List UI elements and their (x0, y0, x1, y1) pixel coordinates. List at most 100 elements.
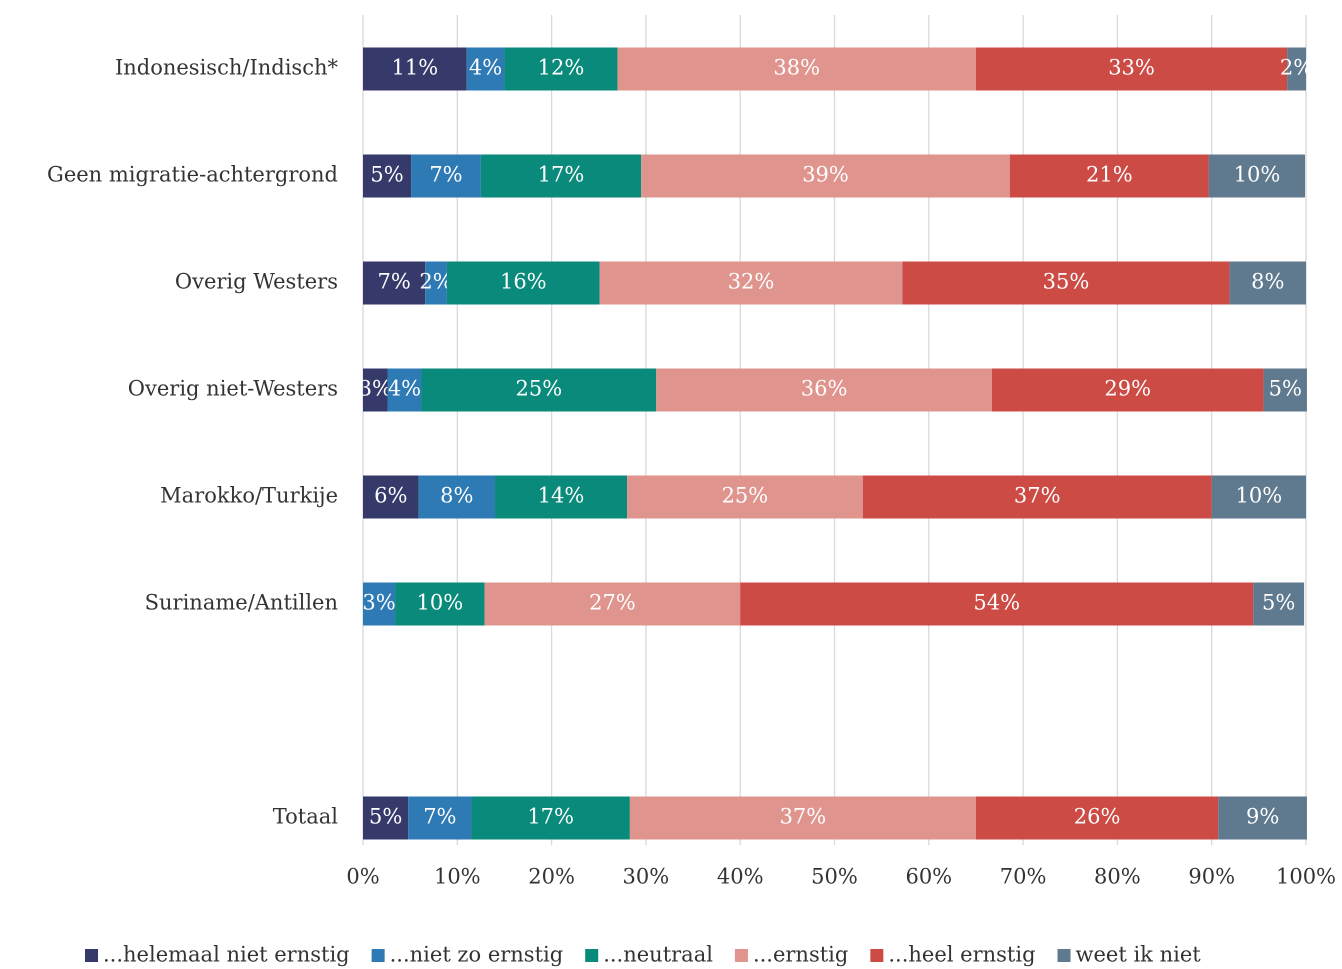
bar-segment (740, 582, 1254, 626)
bar-segment (1229, 261, 1306, 305)
legend-swatch (870, 949, 884, 962)
data-label: 5% (1269, 377, 1302, 401)
bar-segment (504, 47, 618, 91)
data-label: 5% (370, 163, 403, 187)
x-tick-label: 20% (528, 865, 575, 889)
x-tick-label: 60% (905, 865, 952, 889)
data-label: 7% (377, 270, 410, 294)
data-label: 9% (1246, 805, 1279, 829)
bar-segment (629, 796, 976, 840)
data-label: 6% (374, 484, 407, 508)
data-label: 25% (722, 484, 769, 508)
legend-label: ...niet zo ernstig (390, 943, 564, 967)
data-label: 38% (773, 56, 820, 80)
data-label: 10% (417, 591, 464, 615)
x-tick-label: 70% (1000, 865, 1047, 889)
x-tick-label: 80% (1094, 865, 1141, 889)
data-label: 17% (527, 805, 574, 829)
legend-label: ...helemaal niet ernstig (103, 943, 350, 967)
y-tick-label: Totaal (273, 805, 338, 829)
data-label: 26% (1074, 805, 1121, 829)
bar-segment (991, 368, 1264, 412)
bar-segment (411, 154, 481, 198)
data-label: 21% (1086, 163, 1133, 187)
x-tick-label: 50% (811, 865, 858, 889)
bar-segment (617, 47, 976, 91)
data-label: 37% (1014, 484, 1061, 508)
data-label: 5% (1262, 591, 1295, 615)
data-label: 36% (801, 377, 848, 401)
x-tick-label: 100% (1276, 865, 1336, 889)
data-label: 11% (392, 56, 439, 80)
data-label: 3% (362, 591, 395, 615)
legend-label: ...neutraal (603, 943, 713, 967)
bar-segment (1218, 796, 1307, 840)
data-label: 32% (728, 270, 775, 294)
bar-segment (425, 261, 447, 305)
data-label: 4% (469, 56, 502, 80)
data-label: 25% (516, 377, 563, 401)
data-label: 17% (538, 163, 585, 187)
data-label: 8% (440, 484, 473, 508)
data-label: 10% (1234, 163, 1281, 187)
bar-segment (387, 368, 422, 412)
bar-segment (1009, 154, 1209, 198)
x-tick-label: 30% (623, 865, 670, 889)
legend-label: ...ernstig (753, 943, 848, 967)
x-tick-label: 10% (434, 865, 481, 889)
bar-segment (408, 796, 472, 840)
y-tick-label: Marokko/Turkije (160, 484, 338, 508)
data-label: 5% (369, 805, 402, 829)
legend-swatch (585, 949, 599, 962)
legend-swatch (85, 949, 98, 962)
data-label: 8% (1251, 270, 1284, 294)
y-tick-label: Indonesisch/Indisch* (115, 56, 339, 80)
y-tick-label: Suriname/Antillen (145, 591, 338, 615)
grid (362, 15, 1307, 845)
bar-segment (363, 154, 412, 198)
bar-segment (1208, 154, 1306, 198)
bar-segment (446, 261, 600, 305)
bar-segment (599, 261, 903, 305)
bar-segment (418, 475, 496, 519)
bar-segment (480, 154, 642, 198)
y-tick-label: Overig Westers (175, 270, 338, 294)
bar-segment (975, 796, 1219, 840)
data-label: 37% (780, 805, 827, 829)
bar-segment (862, 475, 1212, 519)
bar-segment (641, 154, 1010, 198)
bar-segment (471, 796, 630, 840)
legend-swatch (1057, 949, 1071, 962)
bar-segment (627, 475, 863, 519)
data-label: 10% (1236, 484, 1283, 508)
bar-segment (975, 47, 1288, 91)
x-tick-label: 40% (717, 865, 764, 889)
legend-label: weet ik niet (1076, 943, 1202, 967)
x-tick-label: 90% (1188, 865, 1235, 889)
y-tick-label: Overig niet-Westers (128, 377, 338, 401)
data-label: 3% (359, 377, 392, 401)
data-label: 35% (1043, 270, 1090, 294)
bar-segment (1211, 475, 1306, 519)
bar-segment (363, 796, 409, 840)
bar-segment (902, 261, 1230, 305)
legend-label: ...heel ernstig (888, 943, 1035, 967)
data-label: 12% (538, 56, 585, 80)
bar-segment (656, 368, 992, 412)
bar-segment (395, 582, 485, 626)
bar-segment (363, 368, 388, 412)
legend-swatch (371, 949, 385, 962)
bar-segment (363, 475, 419, 519)
x-tick-label: 0% (346, 865, 379, 889)
bar-segment (1287, 47, 1306, 91)
bar-segment (495, 475, 628, 519)
data-label: 54% (973, 591, 1020, 615)
data-label: 14% (538, 484, 585, 508)
y-tick-label: Geen migratie-achtergrond (47, 163, 338, 187)
data-label: 2% (1280, 56, 1313, 80)
bar-segment (466, 47, 505, 91)
bar-segment (1263, 368, 1307, 412)
bar-segment (363, 261, 426, 305)
data-label: 7% (429, 163, 462, 187)
